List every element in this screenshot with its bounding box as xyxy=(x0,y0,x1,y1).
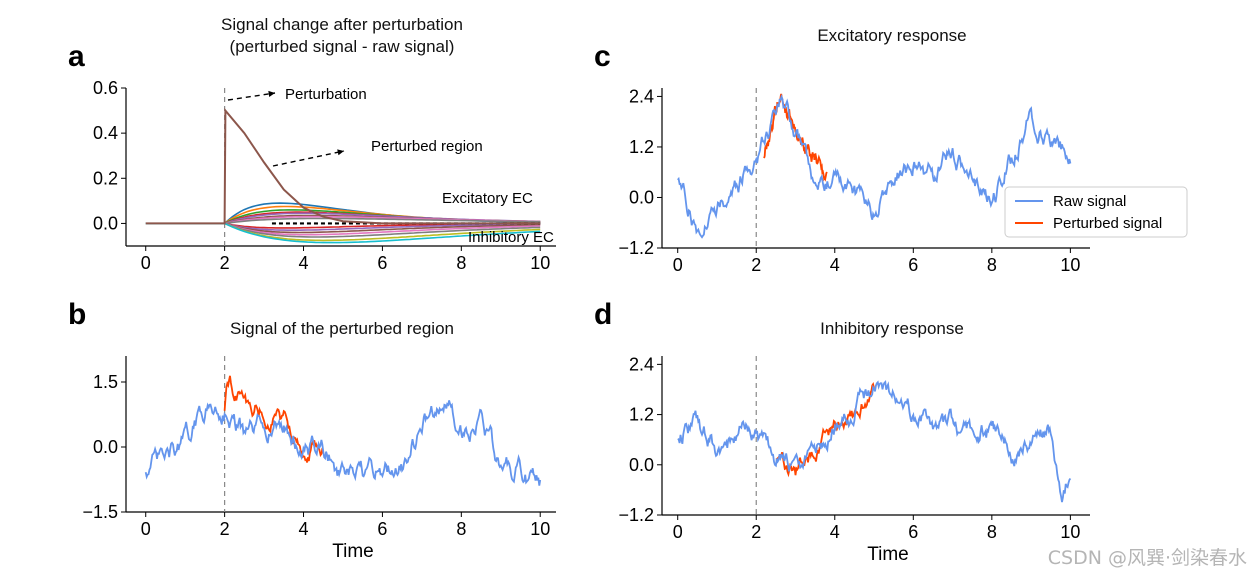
x-tick-label: 6 xyxy=(908,255,918,275)
y-tick-label: 0.0 xyxy=(93,213,118,233)
annotation-excitatory-ec: Excitatory EC xyxy=(442,190,533,207)
y-tick-label: −1.2 xyxy=(618,238,654,258)
y-tick-label: −1.2 xyxy=(618,505,654,525)
panel-title: Excitatory response xyxy=(817,26,966,45)
x-tick-label: 8 xyxy=(456,253,466,273)
raw-signal-series xyxy=(677,94,1072,239)
x-tick-label: 4 xyxy=(299,519,309,539)
y-tick-label: −1.5 xyxy=(82,502,118,522)
panel-title: Signal change after perturbation xyxy=(221,15,463,34)
annotation-perturbation: Perturbation xyxy=(285,86,367,103)
panel-d: 0 2 4 6 8 10 −1.2 0.0 1.2 2.4 d Inhibitory response… xyxy=(594,298,1090,565)
x-tick-label: 4 xyxy=(830,522,840,542)
y-tick-label: 2.4 xyxy=(629,86,654,106)
x-tick-label: 8 xyxy=(987,522,997,542)
x-tick-label: 8 xyxy=(456,519,466,539)
x-tick-label: 6 xyxy=(908,522,918,542)
x-tick-label: 0 xyxy=(673,255,683,275)
inhibitory-ec-series xyxy=(224,222,541,231)
y-tick-label: 0.0 xyxy=(629,455,654,475)
excitatory-ec-series xyxy=(224,217,541,225)
panel-a: 0 2 4 6 8 10 0.0 0.2 0.4 0.6 a Signal change after … xyxy=(68,15,556,273)
x-tick-label: 0 xyxy=(673,522,683,542)
x-tick-label: 0 xyxy=(141,253,151,273)
annotation-inhibitory-ec: Inhibitory EC xyxy=(468,229,554,246)
y-tick-label: 0.0 xyxy=(93,437,118,457)
panel-c: 0 2 4 6 8 10 −1.2 0.0 1.2 2.4 c Excitatory response… xyxy=(594,26,1188,275)
panel-label: d xyxy=(594,298,612,331)
x-tick-label: 2 xyxy=(751,255,761,275)
x-tick-label: 8 xyxy=(987,255,997,275)
perturbed-signal-series xyxy=(223,375,325,463)
x-tick-label: 4 xyxy=(299,253,309,273)
x-tick-label: 10 xyxy=(1060,255,1080,275)
perturbed-region-series xyxy=(145,107,541,225)
watermark: CSDN @风巽·剑染春水 xyxy=(1047,547,1247,569)
perturbed-region-arrow-head xyxy=(337,149,344,156)
perturbed-region-arrow xyxy=(272,150,345,167)
legend-label-raw: Raw signal xyxy=(1053,193,1126,210)
x-tick-label: 2 xyxy=(751,522,761,542)
x-tick-label: 10 xyxy=(1060,522,1080,542)
inhibitory-ec-series xyxy=(224,222,541,238)
inhibitory-ec-series xyxy=(224,222,541,244)
raw-signal-series xyxy=(144,400,542,486)
perturbation-arrow xyxy=(227,92,276,101)
inhibitory-ec-series xyxy=(224,222,541,236)
inhibitory-ec-series xyxy=(224,222,541,234)
y-tick-label: 0.2 xyxy=(93,168,118,188)
x-tick-label: 6 xyxy=(377,519,387,539)
x-tick-label: 2 xyxy=(220,519,230,539)
legend-box xyxy=(1004,186,1188,238)
panel-label: b xyxy=(68,298,86,331)
y-tick-label: 2.4 xyxy=(629,354,654,374)
legend-label-perturbed: Perturbed signal xyxy=(1053,215,1162,232)
x-tick-label: 6 xyxy=(377,253,387,273)
perturbation-arrow-head xyxy=(268,90,275,97)
y-tick-label: 0.0 xyxy=(629,187,654,207)
x-tick-label: 10 xyxy=(530,519,550,539)
x-tick-label: 0 xyxy=(141,519,151,539)
panel-label: a xyxy=(68,40,85,73)
panel-title: Inhibitory response xyxy=(820,319,964,338)
y-tick-label: 1.2 xyxy=(629,405,654,425)
y-tick-label: 1.5 xyxy=(93,372,118,392)
panel-label: c xyxy=(594,40,611,73)
panel-b: 0 2 4 6 8 10 −1.5 0.0 1.5 b Signal of the perturbe… xyxy=(68,298,556,562)
x-tick-label: 10 xyxy=(530,253,550,273)
x-axis-label: Time xyxy=(332,541,374,562)
panel-title: Signal of the perturbed region xyxy=(230,319,454,338)
inhibitory-ec-series xyxy=(224,222,541,242)
perturbed-signal-series xyxy=(775,381,875,478)
panel-title: (perturbed signal - raw signal) xyxy=(230,37,455,56)
y-tick-label: 0.4 xyxy=(93,123,118,143)
raw-signal-series xyxy=(677,380,1072,503)
x-tick-label: 4 xyxy=(830,255,840,275)
y-tick-label: 0.6 xyxy=(93,78,118,98)
x-tick-label: 2 xyxy=(220,253,230,273)
x-axis-label: Time xyxy=(867,544,909,565)
y-tick-label: 1.2 xyxy=(629,137,654,157)
annotation-perturbed-region: Perturbed region xyxy=(371,138,483,155)
